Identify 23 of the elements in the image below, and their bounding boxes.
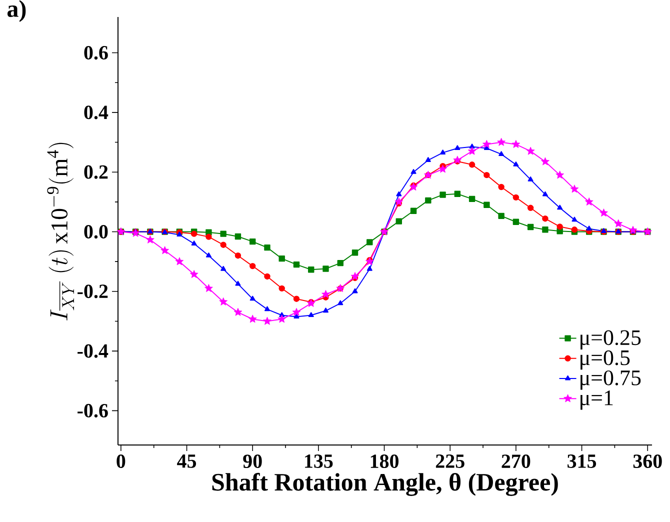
y-axis-title: $I_{\overline{XY}}\;(t)\,\mathrm{x10^{-9}(m^{4})}$: [47, 142, 74, 320]
legend-label: μ=0.5: [580, 350, 630, 370]
x-tick-label: 315: [568, 454, 596, 468]
y-tick-label: -0.4: [78, 344, 108, 358]
legend-label: μ=0.25: [580, 330, 641, 350]
legend-label: μ=0.75: [580, 370, 641, 390]
x-tick-label: 45: [177, 454, 196, 468]
y-tick-label: 0.6: [84, 46, 108, 60]
x-tick-label: 135: [305, 454, 333, 468]
x-tick-label: 0: [116, 454, 126, 468]
y-tick-label: -0.6: [78, 404, 108, 418]
y-tick-label: 0.2: [84, 165, 108, 179]
x-tick-label: 180: [370, 454, 399, 468]
x-tick-label: 90: [243, 454, 262, 468]
y-tick-label: 0.4: [84, 106, 108, 120]
y-tick-label: 0.0: [84, 224, 108, 239]
x-tick-label: 270: [502, 454, 530, 468]
y-tick-label: -0.2: [78, 284, 108, 298]
x-tick-label: 225: [436, 454, 464, 468]
x-axis-title: Shaft Rotation Angle, θ (Degree): [212, 472, 558, 496]
legend-label: μ=1: [580, 390, 613, 410]
x-tick-label: 360: [633, 454, 662, 468]
chart-title: a): [7, 0, 26, 22]
